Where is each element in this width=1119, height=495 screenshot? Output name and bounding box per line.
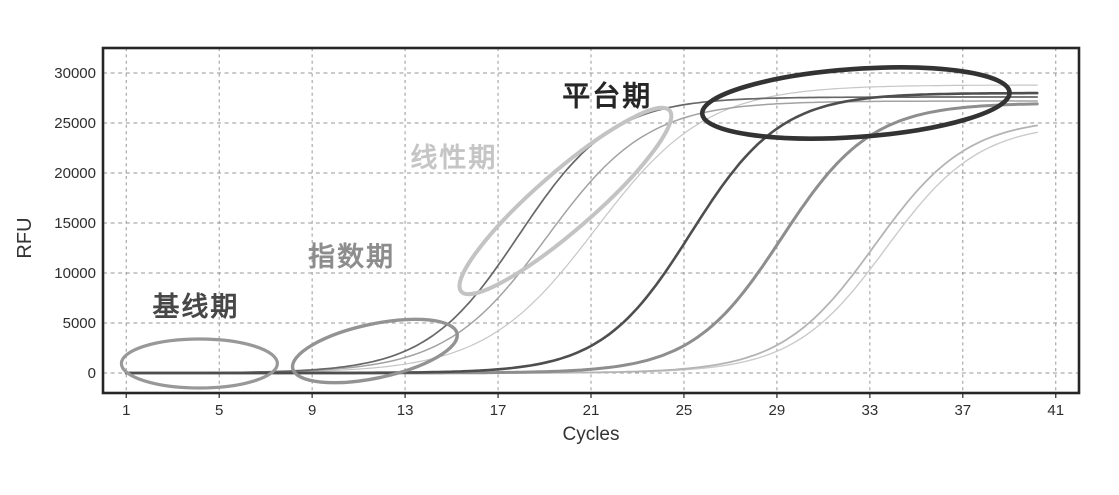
y-tick-label-15000: 15000 xyxy=(54,215,96,232)
phase-label-plateau: 平台期 xyxy=(562,80,652,112)
plot-frame xyxy=(101,46,1081,395)
x-tick-label-29: 29 xyxy=(769,402,786,419)
x-tick-label-37: 37 xyxy=(954,402,971,419)
phase-label-baseline: 基线期 xyxy=(152,292,239,322)
x-tick-label-33: 33 xyxy=(862,402,879,419)
phase-ellipse-plateau xyxy=(699,65,1012,141)
x-tick-label-21: 21 xyxy=(583,402,600,419)
amplification-curve-1 xyxy=(125,96,1039,374)
y-tick-label-25000: 25000 xyxy=(54,115,96,132)
frame-layer xyxy=(101,46,1081,398)
x-tick-label-9: 9 xyxy=(308,402,316,419)
x-tick-label-13: 13 xyxy=(397,402,414,419)
amplification-curve-5 xyxy=(124,102,1039,375)
annotation-layer: 基线期 指数期 线性期 平台期 xyxy=(119,65,1012,390)
phase-label-exponential: 指数期 xyxy=(308,242,395,272)
amplification-curve-6 xyxy=(125,124,1039,374)
amplification-curve-2 xyxy=(125,100,1038,374)
y-tick-label-5000: 5000 xyxy=(63,315,96,332)
y-tick-label-30000: 30000 xyxy=(54,65,96,82)
phase-ellipse-linear xyxy=(457,105,674,297)
x-tick-label-17: 17 xyxy=(490,402,507,419)
curve-layer xyxy=(124,84,1039,375)
phase-label-linear: 线性期 xyxy=(410,143,497,173)
x-tick-label-41: 41 xyxy=(1047,402,1064,419)
y-axis-title: RFU xyxy=(14,217,36,258)
x-tick-label-25: 25 xyxy=(676,402,693,419)
axis-layer: Cycles RFU 1 5 9 13 17 21 25 29 33 37 41 0 5000 10000… xyxy=(14,65,1064,445)
phase-ellipse-exponential xyxy=(290,317,459,385)
x-axis-title: Cycles xyxy=(562,424,619,445)
y-tick-label-0: 0 xyxy=(88,365,96,382)
amplification-curve-7 xyxy=(125,131,1038,374)
phase-ellipse-baseline xyxy=(119,337,279,390)
grid-layer xyxy=(103,48,1079,393)
amplification-curve-4 xyxy=(124,91,1039,375)
x-tick-label-1: 1 xyxy=(122,402,130,419)
x-tick-label-5: 5 xyxy=(215,402,223,419)
y-tick-label-10000: 10000 xyxy=(54,265,96,282)
y-tick-label-20000: 20000 xyxy=(54,165,96,182)
